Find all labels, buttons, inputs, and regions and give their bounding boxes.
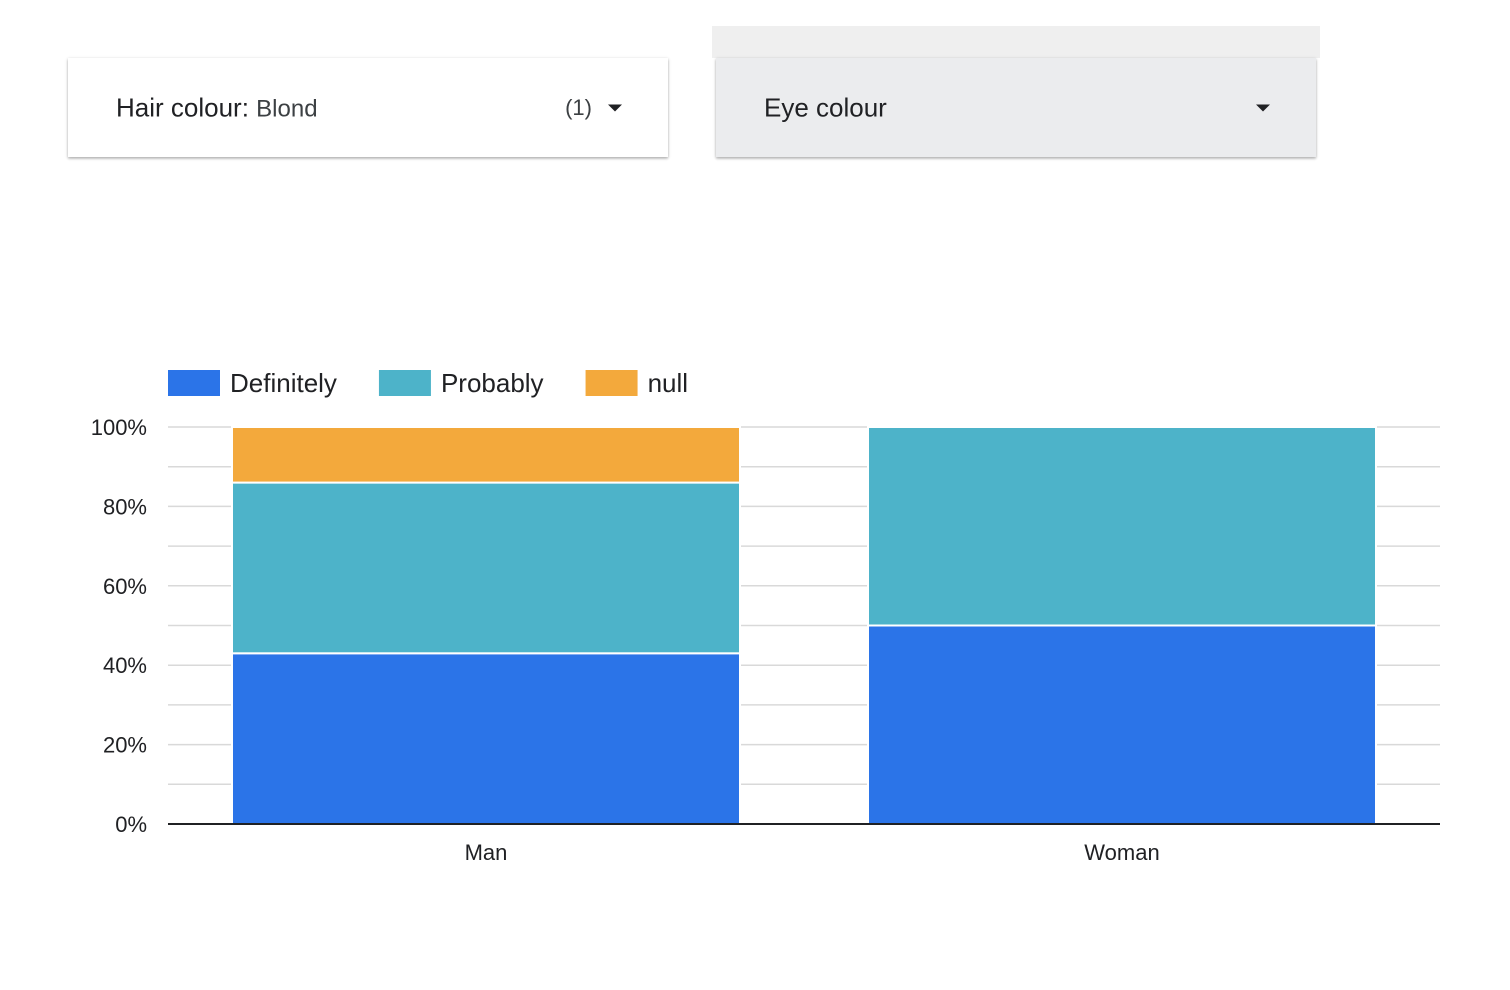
dropdown-arrow-icon[interactable] [608, 104, 622, 111]
y-tick-label: 60% [103, 574, 147, 599]
filter-title: Hair colour [116, 92, 242, 122]
hair-colour-filter-label: Hair colour: Blond [116, 92, 318, 123]
bar-segment [231, 652, 741, 825]
legend-swatch [168, 370, 220, 396]
bar-segment [231, 426, 741, 484]
filter-selection-count: (1) [565, 94, 592, 120]
eye-colour-filter-label: Eye colour [764, 92, 887, 122]
y-tick-label: 40% [103, 653, 147, 678]
dropdown-arrow-icon[interactable] [1256, 104, 1270, 111]
y-tick-label: 0% [115, 812, 147, 837]
eye-colour-filter[interactable]: Eye colour [716, 58, 1316, 157]
hair-colour-filter[interactable]: Hair colour: Blond (1) [68, 58, 668, 157]
legend-label: Definitely [230, 368, 337, 398]
legend-label: Probably [441, 368, 544, 398]
y-tick-label: 80% [103, 494, 147, 519]
bar-segment [867, 426, 1377, 627]
filter-header-band [712, 26, 1320, 58]
legend-swatch [378, 370, 431, 396]
filter-selected-value: Blond [256, 95, 318, 122]
y-tick-label: 100% [91, 415, 147, 440]
filter-separator: : [241, 92, 257, 122]
legend-swatch [585, 370, 638, 396]
x-tick-label: Man [465, 840, 508, 865]
y-tick-label: 20% [103, 733, 147, 758]
legend-label: null [648, 368, 688, 398]
x-tick-label: Woman [1084, 840, 1159, 865]
bar-segment [867, 624, 1377, 825]
bar-segment [231, 481, 741, 655]
